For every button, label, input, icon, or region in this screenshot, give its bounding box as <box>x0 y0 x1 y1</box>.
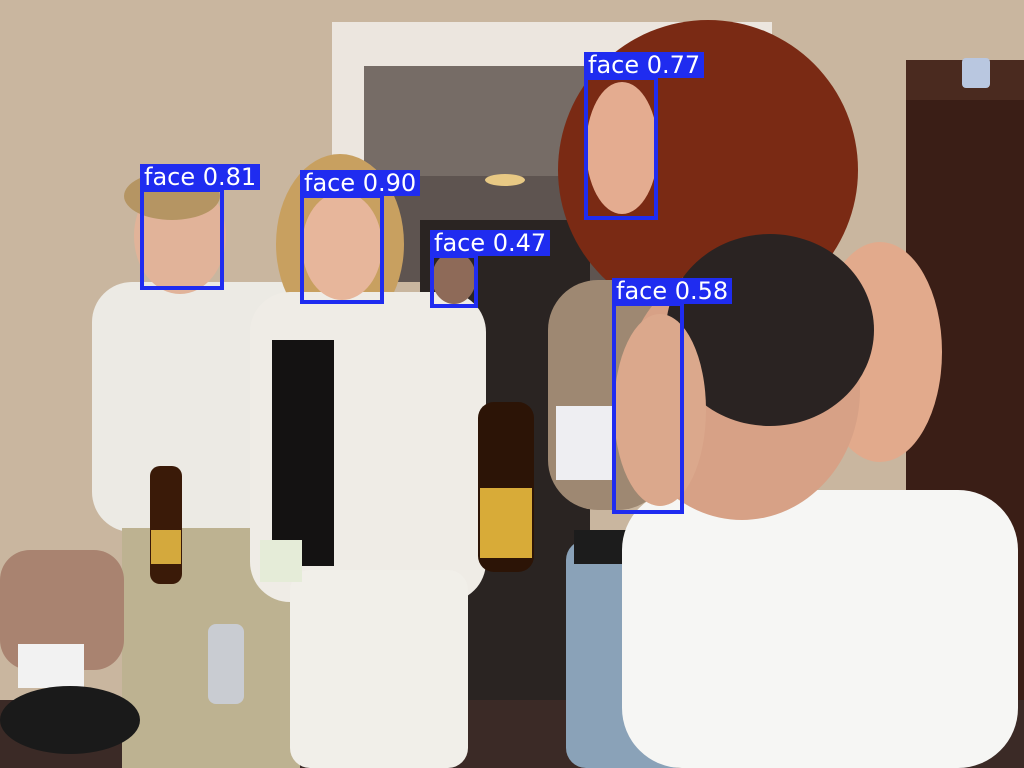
background-face <box>432 252 476 304</box>
lanyard-badge <box>556 406 614 480</box>
redhead-face <box>586 82 658 214</box>
face-detection-label: face 0.47 <box>430 230 551 256</box>
face-detection-label: face 0.90 <box>300 170 421 196</box>
woman-top <box>272 340 334 566</box>
man-right-shirt <box>622 490 1018 768</box>
face-detection-label: face 0.58 <box>612 278 733 304</box>
woman-face <box>302 192 382 300</box>
face-detection-label: face 0.81 <box>140 164 261 190</box>
face-detection-box: face 0.58 <box>612 278 733 514</box>
face-detection-box: face 0.47 <box>430 230 551 308</box>
face-detection-box: face 0.90 <box>300 170 421 304</box>
face-detection-box: face 0.81 <box>140 164 261 290</box>
beer-label-left <box>151 530 181 564</box>
cup <box>962 58 990 88</box>
name-badge <box>260 540 302 582</box>
beer-bottle-left <box>150 466 182 584</box>
beer-label-center <box>480 488 532 558</box>
face-detection-box: face 0.77 <box>584 52 705 220</box>
seated-leg <box>0 550 124 670</box>
beer-can <box>208 624 244 704</box>
woman-pants <box>290 570 468 768</box>
seated-sock <box>18 644 84 688</box>
seated-shoe <box>0 686 140 754</box>
face-detection-label: face 0.77 <box>584 52 705 78</box>
ceiling-light <box>485 174 525 186</box>
